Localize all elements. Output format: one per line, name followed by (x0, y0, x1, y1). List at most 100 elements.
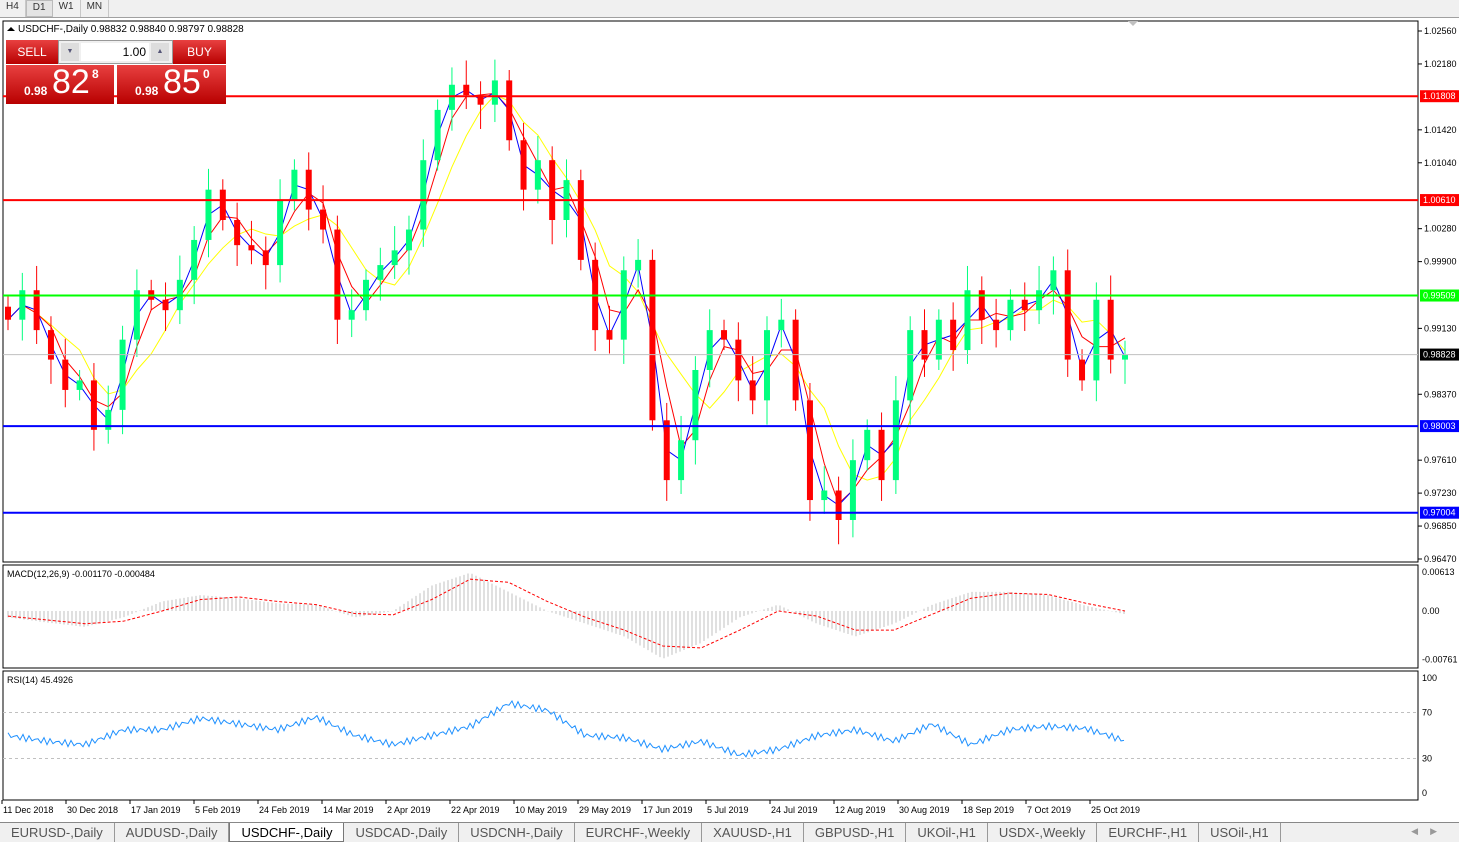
bear-candle (577, 180, 584, 260)
tab-scroll-arrows-icon[interactable]: ◀▶ (1411, 826, 1449, 836)
level-price-label: 0.99509 (1423, 291, 1456, 301)
bear-candle (806, 400, 813, 501)
bull-candle (892, 400, 899, 481)
date-label: 25 Oct 2019 (1091, 805, 1140, 815)
chart-tab[interactable]: USOil-,H1 (1199, 823, 1281, 842)
bull-candle (348, 310, 355, 320)
macd-tick-label: -0.00761 (1422, 654, 1458, 664)
current-price-label: 0.98828 (1423, 350, 1456, 360)
date-label: 30 Aug 2019 (899, 805, 950, 815)
price-tick-label: 1.02180 (1424, 59, 1457, 69)
timeframe-h4[interactable]: H4 (0, 0, 26, 17)
chart-tab[interactable]: XAUUSD-,H1 (702, 823, 804, 842)
bull-candle (620, 270, 627, 340)
level-price-label: 0.97004 (1423, 508, 1456, 518)
date-label: 17 Jun 2019 (643, 805, 693, 815)
sell-button[interactable]: SELL (6, 40, 58, 64)
price-tick-label: 1.02560 (1424, 26, 1457, 36)
sell-price-button[interactable]: 0.98 82 8 (6, 63, 114, 104)
collapse-triangle-icon[interactable] (7, 27, 15, 31)
chart-tabs: EURUSD-,Daily AUDUSD-,Daily USDCHF-,Daily U… (0, 822, 1459, 842)
bear-candle (320, 209, 327, 230)
bull-candle (821, 490, 828, 501)
macd-tick-label: 0.00613 (1422, 567, 1455, 577)
bull-candle (534, 160, 541, 190)
price-tick-label: 0.98370 (1424, 389, 1457, 399)
date-label: 24 Feb 2019 (259, 805, 310, 815)
bull-candle (277, 200, 284, 266)
bear-candle (248, 245, 255, 251)
rsi-label: RSI(14) 45.4926 (7, 675, 73, 685)
macd-tick-label: 0.00 (1422, 606, 1440, 616)
bull-candle (1036, 290, 1043, 311)
date-label: 14 Mar 2019 (323, 805, 374, 815)
date-label: 10 May 2019 (515, 805, 567, 815)
bear-candle (993, 319, 1000, 331)
level-price-tag (1420, 289, 1459, 302)
bear-candle (33, 290, 40, 331)
price-chart[interactable]: 1.02560 1.02180 1.01420 1.01040 1.00280 0.999… (0, 18, 1459, 821)
timeframe-mn[interactable]: MN (81, 0, 110, 17)
date-label: 7 Oct 2019 (1027, 805, 1071, 815)
chart-shift-marker-icon (1128, 21, 1138, 26)
bear-candle (47, 330, 54, 360)
chart-tab[interactable]: GBPUSD-,H1 (804, 823, 907, 842)
bull-candle (849, 460, 856, 520)
date-label: 11 Dec 2018 (3, 805, 53, 815)
bull-candle (291, 169, 298, 201)
bear-candle (463, 84, 470, 96)
chart-window[interactable]: 1.02560 1.02180 1.01420 1.01040 1.00280 0.999… (0, 18, 1459, 821)
lot-increase-icon[interactable]: ▲ (151, 43, 169, 61)
bear-candle (835, 490, 842, 520)
date-label: 22 Apr 2019 (451, 805, 500, 815)
date-label: 17 Jan 2019 (131, 805, 181, 815)
bear-candle (1021, 299, 1028, 311)
bull-candle (434, 109, 441, 161)
buy-price-button[interactable]: 0.98 85 0 (117, 63, 226, 104)
date-label: 12 Aug 2019 (835, 805, 886, 815)
chart-header: USDCHF-,Daily 0.98832 0.98840 0.98797 0.… (18, 24, 244, 35)
timeframe-d1[interactable]: D1 (25, 0, 53, 17)
bull-candle (635, 259, 642, 271)
chart-tab[interactable]: EURCHF-,Weekly (575, 823, 703, 842)
chart-tab[interactable]: EURUSD-,Daily (0, 823, 115, 842)
timeframe-toolbar: H4 D1 W1 MN (0, 0, 1459, 18)
bull-candle (105, 409, 112, 430)
bear-candle (735, 339, 742, 381)
chart-tab[interactable]: USDX-,Weekly (988, 823, 1098, 842)
bull-candle (763, 330, 770, 401)
bear-candle (721, 330, 728, 340)
bear-candle (921, 330, 928, 360)
chart-tab[interactable]: USDCAD-,Daily (344, 823, 460, 842)
level-price-label: 1.00610 (1423, 195, 1456, 205)
level-price-tag (1420, 506, 1459, 519)
bear-candle (749, 380, 756, 401)
chart-tab[interactable]: UKOil-,H1 (906, 823, 988, 842)
bull-candle (491, 80, 498, 105)
bull-candle (778, 319, 785, 331)
bear-candle (305, 169, 312, 210)
chart-tab[interactable]: EURCHF-,H1 (1097, 823, 1200, 842)
current-price-tag (1420, 348, 1459, 361)
bull-candle (405, 229, 412, 251)
pane-frame-0 (2, 20, 1419, 563)
bull-candle (1122, 354, 1128, 360)
bear-candle (477, 95, 484, 105)
bear-candle (978, 290, 985, 320)
chart-tab[interactable]: AUDUSD-,Daily (115, 823, 230, 842)
lot-size-input[interactable]: 1.00 (81, 43, 149, 61)
one-click-trading-panel: SELL ▼ 1.00 ▲ BUY 0.98 82 8 0.98 85 0 (6, 40, 226, 104)
timeframe-w1[interactable]: W1 (53, 0, 81, 17)
chart-tab[interactable]: USDCHF-,Daily (229, 823, 345, 842)
level-price-tag (1420, 90, 1459, 103)
lot-decrease-icon[interactable]: ▼ (61, 43, 79, 61)
pane-frame-1 (2, 564, 1419, 669)
buy-button[interactable]: BUY (173, 40, 226, 64)
bear-candle (549, 160, 556, 221)
price-tick-label: 1.01420 (1424, 125, 1457, 135)
chart-tab[interactable]: USDCNH-,Daily (459, 823, 575, 842)
bull-candle (448, 84, 455, 110)
bear-candle (90, 380, 97, 430)
bear-candle (219, 189, 226, 221)
bear-candle (1079, 359, 1086, 381)
